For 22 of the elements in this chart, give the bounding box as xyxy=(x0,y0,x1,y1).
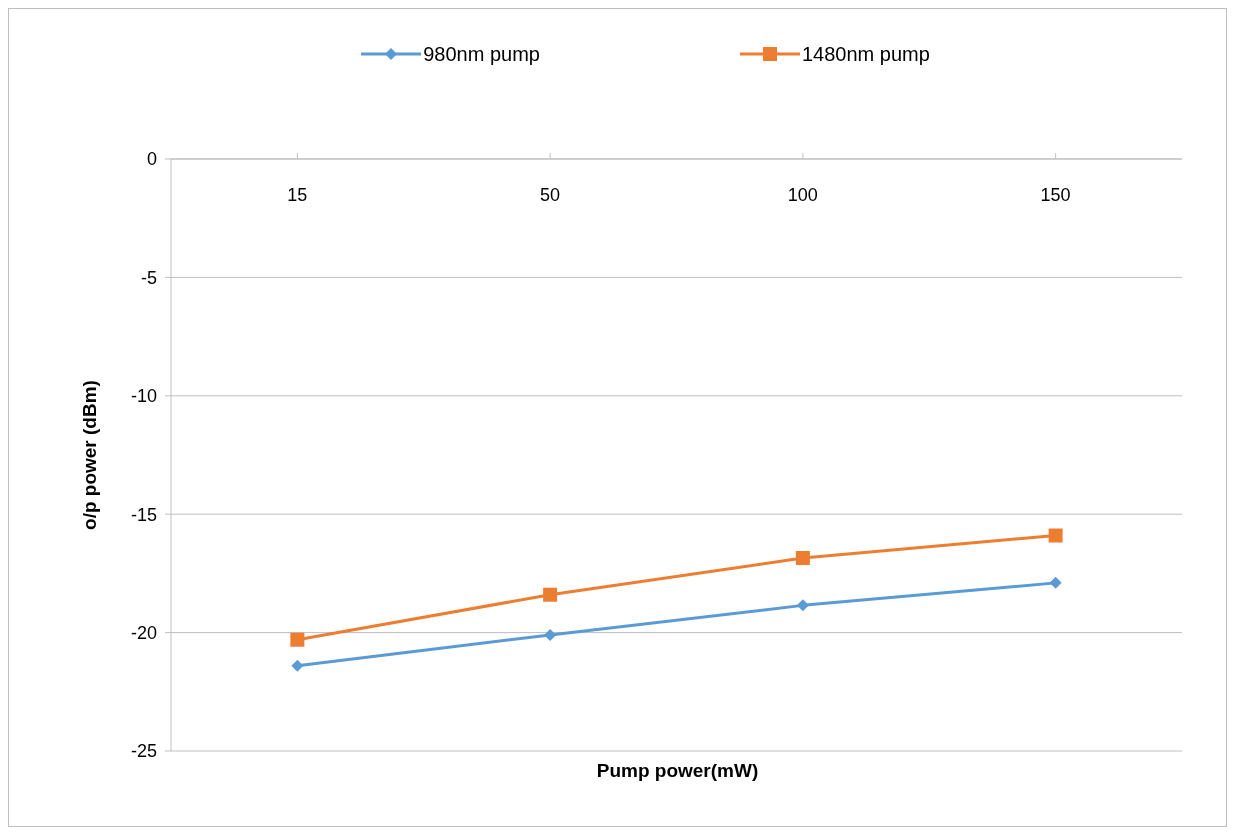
point xyxy=(291,659,304,672)
point xyxy=(796,599,809,612)
point xyxy=(1048,528,1063,543)
y-tick-label: -15 xyxy=(130,504,157,525)
x-axis-title: Pump power(mW) xyxy=(595,760,760,782)
legend-label: 980nm pump xyxy=(423,42,540,66)
x-tick-label: 150 xyxy=(1040,185,1071,205)
point xyxy=(795,551,810,566)
legend-label: 1480nm pump xyxy=(801,42,930,66)
point xyxy=(1049,576,1062,589)
y-tick-label: 0 xyxy=(146,149,157,170)
point xyxy=(543,587,558,602)
point xyxy=(290,632,305,647)
y-axis-title: o/p power (dBm) xyxy=(78,380,100,530)
y-tick-label: -5 xyxy=(140,267,157,288)
x-tick-label: 15 xyxy=(287,185,308,205)
x-tick-label: 50 xyxy=(540,185,561,205)
y-tick-label: -10 xyxy=(130,386,157,407)
point xyxy=(544,628,557,641)
x-tick-label: 100 xyxy=(787,185,818,205)
y-tick-label: -25 xyxy=(130,741,157,762)
y-tick-label: -20 xyxy=(130,622,157,643)
